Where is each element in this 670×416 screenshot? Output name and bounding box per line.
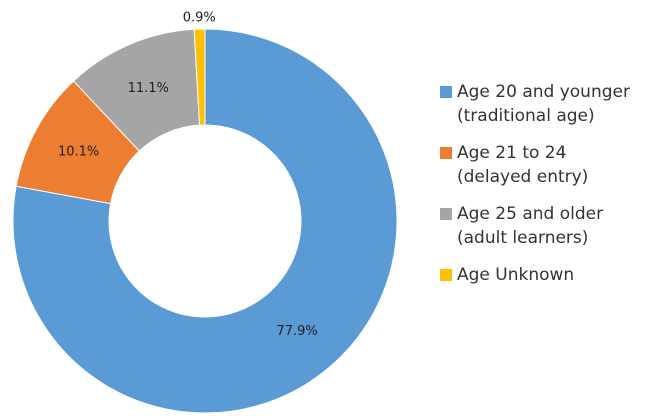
legend-item: Age 25 and older (adult learners) [440, 202, 630, 250]
legend: Age 20 and younger (traditional age) Age … [440, 80, 630, 300]
legend-swatch [440, 147, 452, 159]
chart: 77.9% 10.1% 11.1% 0.9% [12, 11, 398, 414]
legend-label: Age 20 and younger (traditional age) [457, 82, 630, 126]
legend-label: Age 21 to 24 (delayed entry) [457, 143, 589, 187]
data-label: 11.1% [128, 81, 169, 96]
data-label: 0.9% [183, 11, 216, 26]
slice [12, 28, 398, 414]
legend-item: Age Unknown [440, 263, 630, 287]
legend-swatch [440, 269, 452, 281]
legend-swatch [440, 208, 452, 220]
data-label: 10.1% [58, 145, 99, 160]
legend-swatch [440, 86, 452, 98]
legend-item: Age 21 to 24 (delayed entry) [440, 141, 630, 189]
slice [193, 28, 206, 126]
legend-label: Age 25 and older (adult learners) [457, 204, 604, 248]
data-label: 77.9% [276, 324, 317, 339]
legend-label: Age Unknown [457, 265, 575, 285]
legend-item: Age 20 and younger (traditional age) [440, 80, 630, 128]
